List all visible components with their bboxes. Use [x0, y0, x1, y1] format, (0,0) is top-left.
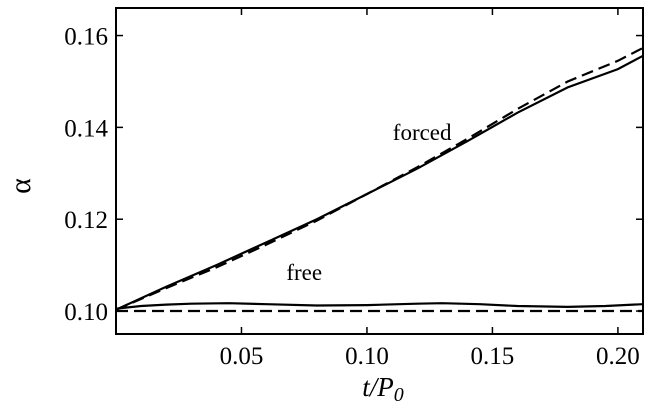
- plot-frame: [115, 7, 644, 335]
- y-tick-label: 0.14: [64, 115, 108, 142]
- annotation-forced: forced: [393, 120, 452, 145]
- x-tick-label: 0.15: [471, 343, 515, 370]
- x-tick-label: 0.10: [345, 343, 389, 370]
- x-axis-label-subscript: 0: [394, 384, 404, 406]
- y-tick-label: 0.10: [64, 299, 108, 326]
- series-line-3-solid: [115, 302, 644, 310]
- x-axis-label-main: t/P: [362, 372, 394, 402]
- x-axis-label: t/P0: [362, 372, 404, 406]
- labels-layer: 0.05 0.10 0.15 0.20 0.10 0.12 0.14 0.16 forced fr…: [64, 24, 640, 370]
- series-line-1-solid: [115, 54, 644, 311]
- x-tick-label: 0.20: [596, 343, 640, 370]
- ticks-layer: [116, 8, 643, 334]
- x-tick-label: 0.05: [220, 343, 264, 370]
- y-tick-label: 0.16: [64, 24, 108, 51]
- series-layer: [115, 46, 644, 313]
- y-tick-label: 0.12: [64, 207, 108, 234]
- annotation-free: free: [286, 260, 322, 285]
- series-line-2-dashed: [115, 46, 644, 311]
- y-axis-label: α: [4, 178, 37, 194]
